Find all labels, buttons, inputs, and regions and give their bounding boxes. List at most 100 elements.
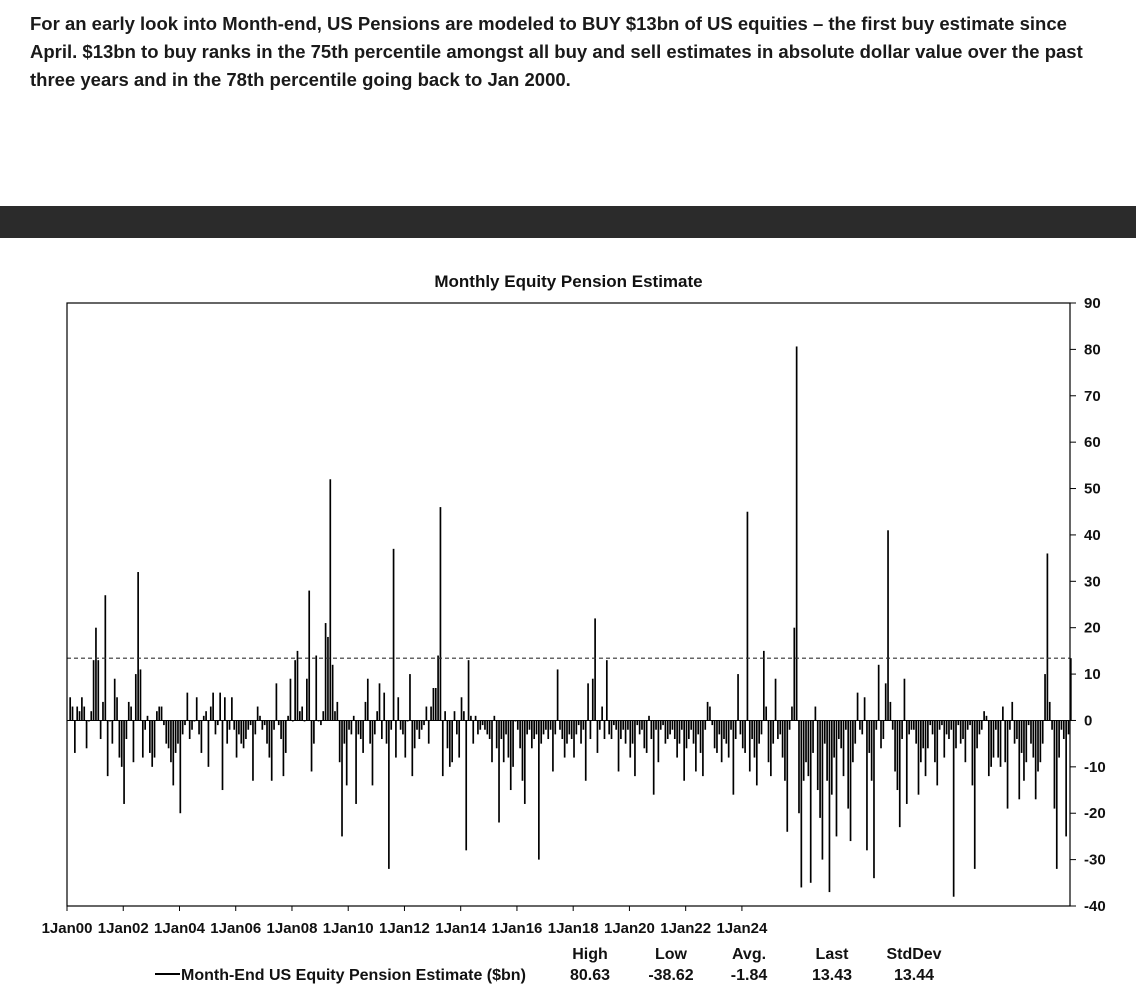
bar (638, 720, 641, 735)
bar (920, 720, 922, 763)
x-tick-label: 1Jan04 (154, 920, 206, 937)
bar (378, 683, 381, 721)
bar (859, 720, 861, 730)
bar (430, 706, 432, 721)
bar (1034, 720, 1037, 800)
bar (889, 701, 892, 721)
bar (83, 706, 86, 721)
bar (774, 678, 777, 721)
bar (418, 720, 421, 740)
bar (296, 650, 299, 721)
bar (127, 701, 130, 721)
bar (523, 720, 526, 804)
bar (160, 706, 163, 721)
bar (1030, 720, 1032, 744)
bar (826, 720, 828, 781)
bar (1062, 720, 1065, 740)
x-tick-label: 1Jan18 (548, 920, 599, 937)
bar (1032, 720, 1035, 758)
bar (397, 697, 400, 721)
bar (568, 720, 571, 735)
bar (905, 720, 908, 804)
bar (589, 720, 592, 740)
bar (355, 720, 357, 804)
bar (231, 697, 233, 721)
bar (413, 720, 416, 749)
bar (254, 720, 257, 735)
bar (587, 683, 589, 721)
bar (1027, 720, 1030, 726)
x-tick-label: 1Jan10 (323, 920, 374, 937)
bar (908, 720, 910, 735)
bar (870, 720, 873, 781)
bar (990, 720, 992, 767)
y-axis: 90 80 70 60 50 40 30 20 10 0 -10 -20 -30 -40 (1070, 295, 1106, 915)
bar (608, 720, 611, 735)
bar (598, 720, 601, 730)
bar (732, 720, 735, 795)
bar (594, 618, 596, 721)
bar (242, 720, 245, 749)
bar (420, 720, 423, 730)
bar (772, 720, 775, 744)
bar (212, 692, 214, 721)
bar (1053, 720, 1056, 809)
bar (474, 715, 477, 721)
bar (676, 720, 678, 758)
legend-label: Month-End US Equity Pension Estimate ($b… (181, 967, 526, 984)
bar (74, 720, 76, 753)
y-tick-label: 0 (1084, 712, 1092, 729)
bar (345, 720, 348, 786)
bar (650, 720, 653, 740)
bar (219, 692, 221, 721)
bar (71, 706, 74, 721)
bar (301, 706, 304, 721)
bar (912, 720, 915, 730)
legend-stat-name: Low (655, 946, 688, 963)
bar (395, 720, 397, 758)
bar (1069, 658, 1072, 721)
bar (709, 706, 711, 721)
bar (570, 720, 573, 740)
plot-frame (66, 302, 1071, 907)
bar (791, 706, 793, 721)
bar (141, 720, 144, 758)
bar (1009, 720, 1011, 730)
bar (214, 720, 217, 735)
bar (969, 720, 971, 726)
bar (1002, 706, 1004, 721)
bar (634, 720, 636, 777)
bar (617, 720, 620, 772)
bar (695, 720, 697, 772)
legend-stat-value: 13.43 (812, 967, 852, 984)
bar (636, 720, 639, 726)
legend-stat-name: StdDev (886, 946, 941, 963)
bar (338, 720, 341, 763)
bar (1055, 720, 1058, 869)
bar (671, 720, 674, 730)
bar (99, 720, 102, 740)
bar (92, 660, 95, 721)
bar (170, 720, 172, 763)
y-tick-label: 10 (1084, 666, 1101, 683)
bar (381, 720, 383, 740)
bar (582, 720, 585, 730)
bar (516, 720, 519, 730)
bar (95, 627, 97, 721)
bar (266, 720, 268, 744)
bar (666, 720, 669, 740)
bar (479, 720, 482, 730)
bar (931, 720, 934, 735)
bar (535, 720, 538, 735)
bar (423, 720, 425, 726)
bar (936, 720, 939, 786)
bar (509, 720, 512, 791)
bar (725, 720, 728, 744)
bar (362, 720, 364, 753)
bar (605, 660, 608, 721)
x-tick-label: 1Jan08 (267, 920, 318, 937)
bar (181, 720, 184, 735)
bar (221, 720, 224, 791)
bar (615, 720, 618, 730)
bar (507, 720, 510, 758)
